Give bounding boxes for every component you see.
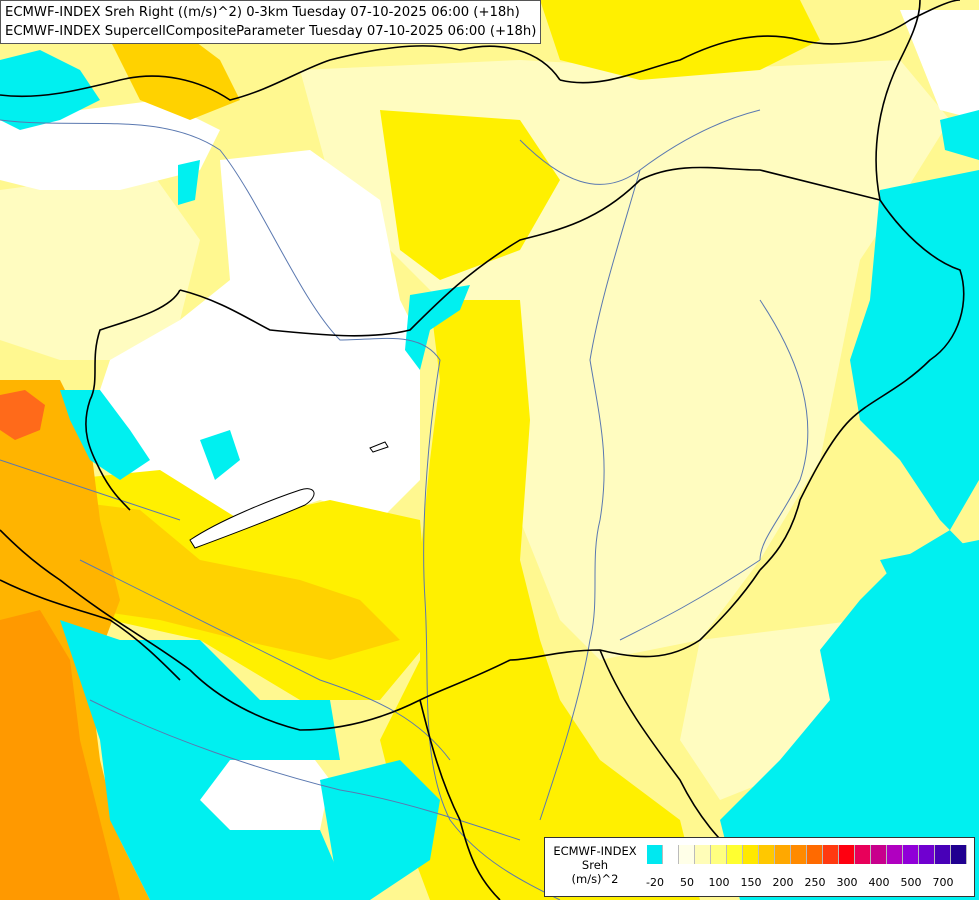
legend-swatch (663, 845, 679, 864)
field-yellow-band (380, 300, 700, 900)
rivers (0, 109, 809, 900)
field-cyan-east-2 (880, 540, 979, 660)
legend-swatch (711, 845, 727, 864)
river-tisza (539, 169, 641, 821)
river-sava (89, 699, 521, 841)
lake-small (369, 441, 389, 453)
border-serbia (419, 699, 501, 900)
field-cyan-small-2 (178, 160, 200, 205)
legend-tick-label: 500 (900, 876, 922, 889)
map-title-line-2: ECMWF-INDEX SupercellCompositeParameter … (5, 24, 537, 39)
border-austria-czech (0, 45, 561, 101)
legend-swatch (727, 845, 743, 864)
legend-tick-label: 150 (740, 876, 762, 889)
field-cyan-danube (405, 285, 470, 370)
legend-title-line-3: (m/s)^2 (571, 872, 619, 886)
river-east (759, 299, 809, 561)
legend-tick-label: 700 (932, 876, 954, 889)
map-title-box: ECMWF-INDEX Sreh Right ((m/s)^2) 0-3km T… (0, 0, 542, 44)
legend-tick-label: 200 (772, 876, 794, 889)
legend-swatch (823, 845, 839, 864)
river-west (0, 459, 181, 521)
field-cyan-east (720, 170, 979, 900)
field-gold-top (110, 30, 240, 120)
river-drava (79, 559, 451, 761)
legend-swatch (647, 845, 663, 864)
field-cyan-west (60, 390, 150, 480)
field-gold-west (60, 500, 400, 660)
legend-tick-label: 400 (868, 876, 890, 889)
legend-tick-label: 100 (708, 876, 730, 889)
legend-swatch (951, 845, 967, 864)
border-hungary-croatia (0, 529, 511, 731)
field-cyan-small (200, 430, 240, 480)
field-cyan-sw (60, 620, 350, 900)
field-dark-orange-west (0, 610, 120, 900)
legend-tick-label: 50 (680, 876, 694, 889)
border-austria-hungary (85, 289, 181, 511)
border-poland-east (875, 0, 921, 201)
legend-ticks: -20 50 100 150 200 250 300 400 500 700 (646, 876, 977, 892)
legend-swatch (935, 845, 951, 864)
field-white-north (0, 100, 220, 190)
river-mures (619, 559, 761, 641)
legend-swatch (759, 845, 775, 864)
legend-tick-label: 300 (836, 876, 858, 889)
field-white-central (90, 150, 420, 540)
legend-swatch (871, 845, 887, 864)
border-slovakia-hungary (179, 166, 881, 337)
river-north (519, 109, 761, 185)
legend-swatch (807, 845, 823, 864)
legend-title-line-1: ECMWF-INDEX (553, 844, 637, 858)
legend-tick-label: 250 (804, 876, 826, 889)
field-red-orange (0, 390, 45, 440)
field-cyan-nw (0, 50, 100, 130)
legend-swatches (647, 845, 967, 864)
color-legend: ECMWF-INDEX Sreh (m/s)^2 -20 50 100 150 200 2… (544, 837, 975, 897)
river-danube (0, 119, 561, 900)
legend-tick-label: -20 (646, 876, 664, 889)
legend-swatch (775, 845, 791, 864)
field-cyan-ne (940, 110, 979, 160)
legend-title-line-2: Sreh (581, 858, 609, 872)
legend-swatch (855, 845, 871, 864)
field-white-ne (900, 10, 979, 120)
map-title-line-1: ECMWF-INDEX Sreh Right ((m/s)^2) 0-3km T… (5, 5, 520, 20)
legend-swatch (743, 845, 759, 864)
legend-title: ECMWF-INDEX Sreh (m/s)^2 (545, 844, 645, 886)
field-cyan-south (320, 760, 440, 900)
legend-swatch (903, 845, 919, 864)
border-hungary-romania (509, 569, 761, 661)
field-yellow-north (380, 110, 560, 280)
legend-swatch (839, 845, 855, 864)
legend-swatch (695, 845, 711, 864)
field-yellow-top (540, 0, 820, 80)
border-slovakia-north (559, 0, 961, 84)
legend-swatch (919, 845, 935, 864)
border-ukraine-romania (759, 199, 965, 571)
legend-swatch (679, 845, 695, 864)
legend-swatch (887, 845, 903, 864)
lake-balaton (189, 488, 315, 549)
legend-swatch (791, 845, 807, 864)
border-slovenia (0, 579, 181, 681)
field-white-sw (200, 740, 330, 830)
